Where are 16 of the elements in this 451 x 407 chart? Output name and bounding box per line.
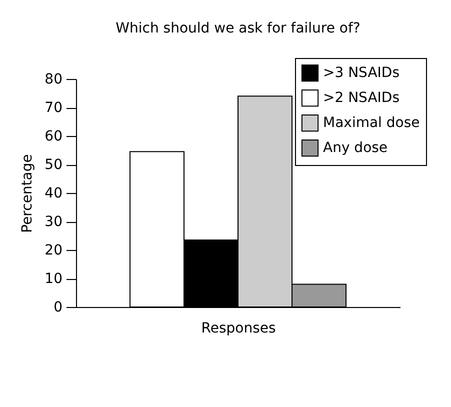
y-tick-label: 0: [54, 300, 62, 316]
legend-label: Maximal dose: [323, 115, 420, 131]
chart-title: Which should we ask for failure of?: [116, 20, 360, 36]
x-axis-title: Responses: [201, 320, 276, 336]
y-tick-label: 20: [44, 242, 62, 258]
y-axis-title: Percentage: [20, 154, 36, 233]
y-tick-label: 10: [44, 271, 62, 287]
y-tick-label: 60: [44, 128, 62, 144]
legend-label: >2 NSAIDs: [323, 90, 400, 106]
y-tick-label: 50: [44, 157, 62, 173]
y-tick-label: 80: [44, 72, 62, 88]
legend-label: Any dose: [323, 140, 388, 156]
legend-label: >3 NSAIDs: [323, 65, 400, 81]
y-tick-label: 70: [44, 100, 62, 116]
y-tick-label: 30: [44, 214, 62, 230]
y-tick-label: 40: [44, 186, 62, 202]
